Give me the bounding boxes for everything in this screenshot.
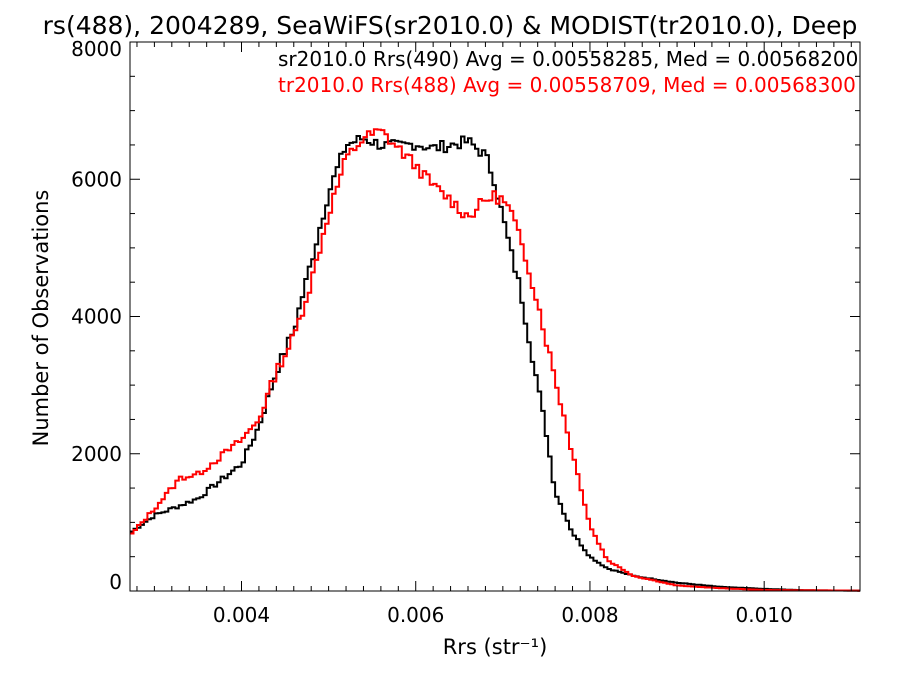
- y-tick-label: 8000: [71, 37, 122, 61]
- y-tick-label: 6000: [71, 167, 122, 191]
- x-tick-label: 0.010: [736, 603, 793, 627]
- x-tick-label: 0.004: [213, 603, 270, 627]
- plot-frame: [129, 41, 861, 592]
- y-axis-label: Number of Observations: [29, 190, 53, 447]
- series-line-sr2010: [130, 135, 860, 592]
- series-line-tr2010: [130, 128, 860, 592]
- legend-entry-tr2010: tr2010.0 Rrs(488) Avg = 0.00558709, Med …: [278, 73, 856, 97]
- y-tick-label: 0: [109, 570, 122, 594]
- chart-title: rs(488), 2004289, SeaWiFS(sr2010.0) & MO…: [43, 11, 858, 40]
- y-tick-label: 2000: [71, 442, 122, 466]
- y-tick-label: 4000: [71, 305, 122, 329]
- x-tick-label: 0.006: [387, 603, 444, 627]
- x-axis-label: Rrs (str⁻¹): [443, 635, 548, 659]
- legend-entry-sr2010: sr2010.0 Rrs(490) Avg = 0.00558285, Med …: [278, 47, 858, 71]
- plot-area: 0.004 0.006 0.008 0.010 0 2000 4000 6000 8000: [71, 37, 861, 627]
- x-tick-label: 0.008: [561, 603, 618, 627]
